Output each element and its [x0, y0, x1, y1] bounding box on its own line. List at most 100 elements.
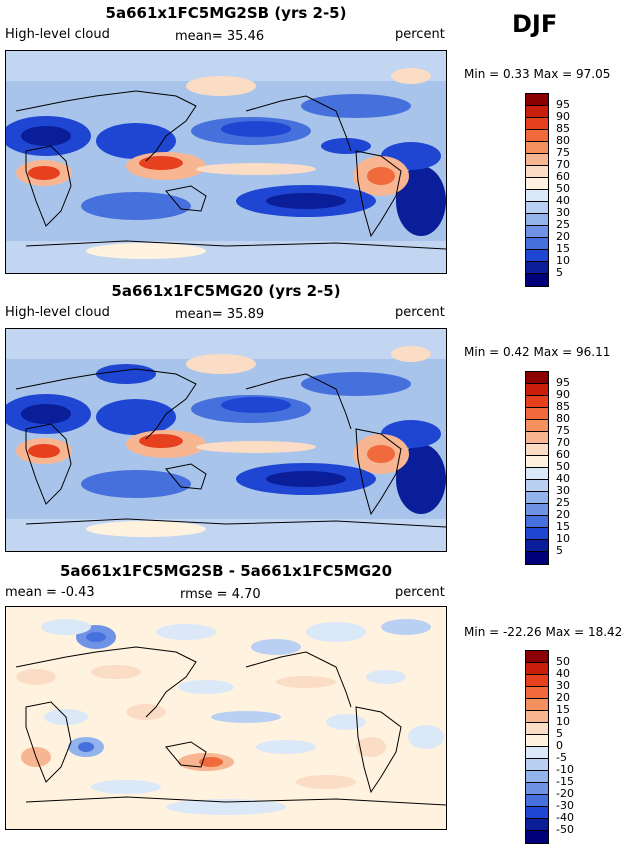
- colorbar-label: 10: [556, 254, 570, 267]
- season-label: DJF: [512, 10, 558, 38]
- colorbar-label: 50: [556, 655, 570, 668]
- colorbar-label: 40: [556, 472, 570, 485]
- colorbar-label: -10: [556, 763, 574, 776]
- colorbar-label: 20: [556, 691, 570, 704]
- panel-3-rmse-label: rmse = 4.70: [180, 587, 261, 602]
- panel-3-mean-label: mean = -0.43: [5, 585, 95, 600]
- colorbar-swatch: [526, 154, 548, 166]
- colorbar-label: 80: [556, 134, 570, 147]
- colorbar-swatch: [526, 819, 548, 831]
- panel-3-colorbar: [525, 650, 549, 844]
- colorbar-swatch: [526, 274, 548, 286]
- colorbar-swatch: [526, 651, 548, 663]
- colorbar-swatch: [526, 214, 548, 226]
- colorbar-label: 75: [556, 424, 570, 437]
- colorbar-label: 60: [556, 170, 570, 183]
- colorbar-swatch: [526, 807, 548, 819]
- colorbar-label: -40: [556, 811, 574, 824]
- colorbar-swatch: [526, 130, 548, 142]
- panel-2-map: [5, 328, 447, 552]
- colorbar-swatch: [526, 94, 548, 106]
- colorbar-label: 5: [556, 266, 563, 279]
- colorbar-swatch: [526, 202, 548, 214]
- panel-2-colorbar: [525, 371, 549, 565]
- colorbar-swatch: [526, 166, 548, 178]
- colorbar-swatch: [526, 384, 548, 396]
- colorbar-swatch: [526, 831, 548, 843]
- colorbar-label: -5: [556, 751, 567, 764]
- panel-1-colorbar-labels: 95 90 85 80 75 70 60 50 40 30 25 20 15 1…: [556, 99, 570, 279]
- panel-3-contour-map: [6, 607, 446, 829]
- colorbar-swatch: [526, 178, 548, 190]
- colorbar-label: 15: [556, 703, 570, 716]
- panel-3-units-label: percent: [395, 585, 445, 600]
- colorbar-label: 90: [556, 388, 570, 401]
- panel-3-title: 5a661x1FC5MG2SB - 5a661x1FC5MG20: [59, 562, 393, 580]
- colorbar-swatch: [526, 735, 548, 747]
- panel-1-variable-label: High-level cloud: [5, 27, 110, 42]
- colorbar-label: 10: [556, 532, 570, 545]
- colorbar-swatch: [526, 372, 548, 384]
- colorbar-swatch: [526, 456, 548, 468]
- colorbar-label: 5: [556, 544, 563, 557]
- panel-1-map: [5, 50, 447, 274]
- colorbar-swatch: [526, 504, 548, 516]
- colorbar-label: 15: [556, 242, 570, 255]
- colorbar-swatch: [526, 408, 548, 420]
- colorbar-label: 80: [556, 412, 570, 425]
- colorbar-label: 85: [556, 400, 570, 413]
- colorbar-swatch: [526, 795, 548, 807]
- colorbar-label: 0: [556, 739, 563, 752]
- colorbar-swatch: [526, 783, 548, 795]
- colorbar-swatch: [526, 118, 548, 130]
- colorbar-swatch: [526, 747, 548, 759]
- panel-1-mean-label: mean= 35.46: [175, 29, 265, 44]
- colorbar-swatch: [526, 190, 548, 202]
- colorbar-swatch: [526, 142, 548, 154]
- colorbar-swatch: [526, 226, 548, 238]
- colorbar-swatch: [526, 552, 548, 564]
- panel-1-units-label: percent: [395, 27, 445, 42]
- colorbar-swatch: [526, 699, 548, 711]
- colorbar-swatch: [526, 396, 548, 408]
- panel-3-colorbar-labels: 50 40 30 20 15 10 5 0 -5 -10 -15 -20 -30…: [556, 656, 574, 836]
- panel-2-contour-map: [6, 329, 446, 551]
- panel-1-title: 5a661x1FC5MG2SB (yrs 2-5): [105, 4, 347, 22]
- panel-3-map: [5, 606, 447, 830]
- colorbar-swatch: [526, 663, 548, 675]
- colorbar-label: -20: [556, 787, 574, 800]
- colorbar-label: 60: [556, 448, 570, 461]
- panel-2-units-label: percent: [395, 305, 445, 320]
- colorbar-label: 5: [556, 727, 563, 740]
- colorbar-label: -30: [556, 799, 574, 812]
- colorbar-swatch: [526, 492, 548, 504]
- colorbar-swatch: [526, 711, 548, 723]
- panel-2-mean-label: mean= 35.89: [175, 307, 265, 322]
- colorbar-label: 70: [556, 436, 570, 449]
- colorbar-label: 70: [556, 158, 570, 171]
- colorbar-label: 30: [556, 484, 570, 497]
- colorbar-label: 50: [556, 182, 570, 195]
- panel-2-colorbar-labels: 95 90 85 80 75 70 60 50 40 30 25 20 15 1…: [556, 377, 570, 557]
- colorbar-label: 85: [556, 122, 570, 135]
- colorbar-swatch: [526, 468, 548, 480]
- panel-2-minmax: Min = 0.42 Max = 96.11: [464, 345, 611, 359]
- colorbar-label: 25: [556, 218, 570, 231]
- colorbar-swatch: [526, 444, 548, 456]
- colorbar-label: 50: [556, 460, 570, 473]
- colorbar-label: 40: [556, 667, 570, 680]
- colorbar-label: -50: [556, 823, 574, 836]
- colorbar-swatch: [526, 432, 548, 444]
- colorbar-label: 10: [556, 715, 570, 728]
- colorbar-label: 20: [556, 230, 570, 243]
- panel-1-minmax: Min = 0.33 Max = 97.05: [464, 67, 611, 81]
- colorbar-label: 20: [556, 508, 570, 521]
- panel-3-minmax: Min = -22.26 Max = 18.42: [464, 625, 623, 639]
- colorbar-label: 40: [556, 194, 570, 207]
- colorbar-label: 15: [556, 520, 570, 533]
- colorbar-label: 25: [556, 496, 570, 509]
- colorbar-label: 30: [556, 679, 570, 692]
- colorbar-swatch: [526, 238, 548, 250]
- colorbar-swatch: [526, 480, 548, 492]
- colorbar-label: 30: [556, 206, 570, 219]
